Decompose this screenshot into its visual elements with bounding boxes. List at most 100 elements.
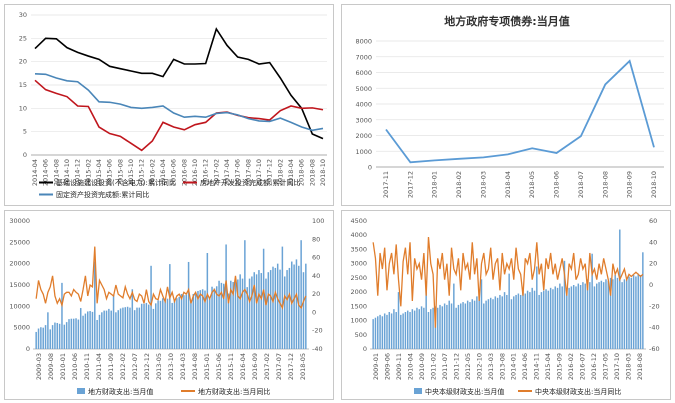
y-left-tick-label: 4500 bbox=[350, 217, 367, 225]
bar bbox=[253, 272, 255, 349]
bar bbox=[119, 308, 122, 349]
bar bbox=[383, 313, 386, 349]
bar bbox=[150, 265, 152, 349]
legend-label: 房地产开发投资完成额:累计同比 bbox=[200, 178, 300, 187]
x-tick-label: 2013-10 bbox=[167, 353, 175, 380]
bar bbox=[101, 312, 103, 349]
bar bbox=[40, 327, 42, 349]
bar bbox=[262, 248, 265, 349]
bar bbox=[58, 323, 61, 349]
y-left-tick-label: 5000 bbox=[13, 324, 30, 332]
bar bbox=[157, 300, 159, 349]
bar bbox=[117, 310, 119, 349]
bar bbox=[395, 312, 397, 349]
y-left-tick-label: 0 bbox=[363, 345, 367, 353]
bar bbox=[607, 280, 610, 349]
bar bbox=[639, 275, 642, 349]
chart-1-svg: 0 5 10 15 20 25 30 2014-04 2014-06 2014-08 2014-10… bbox=[19, 11, 327, 199]
bar bbox=[44, 325, 47, 349]
bar bbox=[568, 287, 570, 349]
x-tick-label: 2017-10 bbox=[613, 353, 621, 380]
bar bbox=[61, 282, 63, 349]
bar bbox=[374, 317, 377, 349]
series-line bbox=[385, 59, 655, 164]
y-left-tick-label: 10000 bbox=[9, 302, 30, 310]
bar bbox=[397, 292, 400, 349]
bar bbox=[35, 331, 37, 349]
legend-label: 地方财政支出:当月值 bbox=[88, 387, 153, 396]
bar bbox=[49, 329, 51, 349]
bar bbox=[241, 278, 244, 349]
bar bbox=[286, 270, 288, 349]
bar bbox=[239, 274, 241, 349]
chart-central-fiscal-expenditure: 0 500 1000 1500 2000 2500 3000 3500 4000 4500 -60 -… bbox=[341, 210, 671, 400]
x-tick-label: 2016-07 bbox=[579, 353, 587, 380]
x-tick-label: 2018-06 bbox=[553, 171, 561, 198]
bar bbox=[413, 310, 416, 349]
y-right-tick-label: -40 bbox=[312, 345, 323, 353]
bar bbox=[96, 319, 98, 349]
bar bbox=[517, 293, 520, 349]
bar bbox=[503, 292, 506, 349]
bar bbox=[283, 276, 286, 349]
bar bbox=[596, 283, 598, 349]
bar bbox=[579, 285, 582, 349]
x-tick-label: 2018-03 bbox=[479, 171, 487, 198]
x-tick-label: 2016-02 bbox=[567, 353, 575, 380]
x-tick-label: 2018-08 bbox=[601, 171, 609, 198]
x-tick-label: 2012-10 bbox=[475, 353, 483, 380]
bar bbox=[513, 296, 515, 349]
bar bbox=[446, 304, 448, 349]
bar bbox=[176, 298, 178, 349]
bar bbox=[300, 240, 302, 349]
y-tick-label: 5000 bbox=[355, 85, 372, 93]
bar bbox=[478, 299, 480, 349]
bar bbox=[77, 319, 80, 349]
x-tick-label: 2010-01 bbox=[59, 353, 67, 380]
x-tick-label: 2010-09 bbox=[418, 353, 426, 380]
bar bbox=[187, 261, 190, 349]
x-tick-label: 2014-06 bbox=[42, 159, 50, 186]
bar bbox=[545, 289, 547, 349]
y-right-tick-label: 60 bbox=[312, 254, 320, 262]
x-tick-label: 2017-02 bbox=[212, 159, 220, 186]
x-tick-label: 2015-04 bbox=[544, 353, 552, 380]
bar bbox=[582, 282, 584, 349]
y-left-tick-label: 3500 bbox=[350, 245, 367, 253]
x-tick-label: 2011-12 bbox=[452, 353, 460, 380]
bar bbox=[298, 265, 300, 349]
bar bbox=[211, 286, 213, 349]
y-right-tick-label: 20 bbox=[649, 260, 657, 268]
x-tick-label: 2018-08 bbox=[636, 353, 644, 380]
bar bbox=[237, 279, 239, 349]
bar bbox=[566, 290, 568, 349]
bar bbox=[269, 270, 272, 349]
x-tick-label: 2012-05 bbox=[464, 353, 472, 380]
bar bbox=[274, 267, 277, 349]
x-tick-label: 2015-09 bbox=[556, 353, 564, 380]
bar bbox=[462, 302, 464, 349]
x-tick-label: 2018-10 bbox=[319, 159, 327, 186]
bar bbox=[586, 279, 589, 349]
bar bbox=[423, 307, 425, 349]
x-tick-label: 2015-11 bbox=[227, 353, 235, 380]
chart-3-svg: 0 5000 10000 15000 20000 25000 30000 -40 -20 0 20 4… bbox=[9, 217, 324, 396]
bar bbox=[473, 300, 476, 349]
bar bbox=[460, 303, 462, 349]
bar bbox=[402, 313, 404, 349]
y-tick-label: 20 bbox=[19, 58, 27, 66]
legend-label: 中央本级财政支出:当月值 bbox=[425, 387, 504, 396]
bar bbox=[377, 316, 379, 349]
x-tick-label: 2014-08 bbox=[191, 353, 199, 380]
y-right-tick-label: 80 bbox=[312, 235, 320, 243]
legend-label: 中央本级财政支出:当月同比 bbox=[535, 387, 621, 396]
x-tick-label: 2016-12 bbox=[202, 159, 210, 186]
bar bbox=[628, 276, 630, 349]
bar bbox=[533, 290, 536, 349]
bar bbox=[129, 307, 131, 349]
x-tick-label: 2010-06 bbox=[71, 353, 79, 380]
bar bbox=[115, 312, 117, 349]
x-tick-label: 2014-01 bbox=[510, 353, 518, 380]
bar bbox=[133, 310, 136, 349]
bar bbox=[508, 273, 510, 349]
